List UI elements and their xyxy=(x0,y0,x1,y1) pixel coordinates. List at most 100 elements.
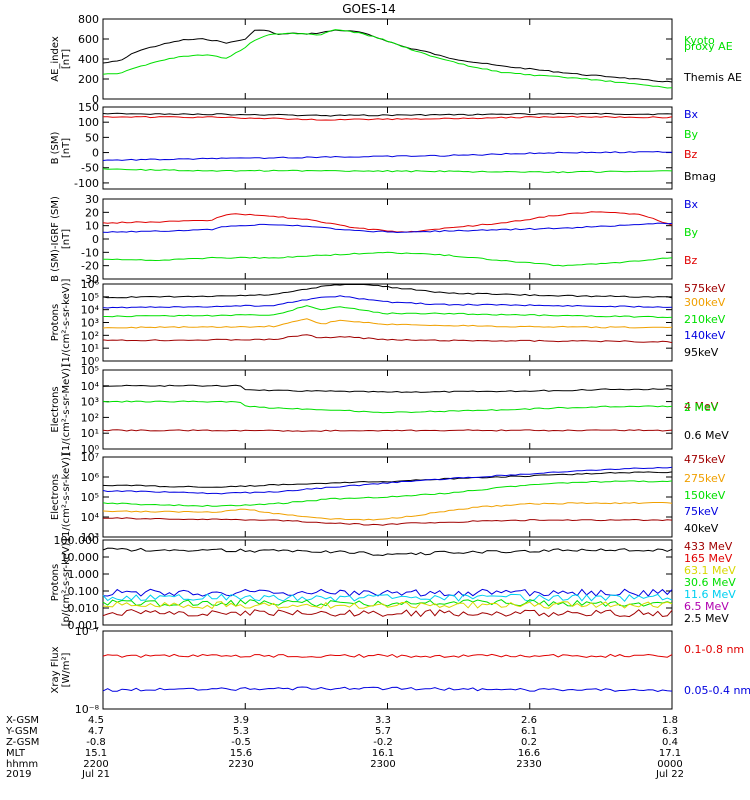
y-tick-label: 10⁻⁷ xyxy=(75,625,99,638)
series-line-40kev xyxy=(102,471,673,488)
y-tick-label: 0.100 xyxy=(68,585,100,598)
y-tick-label: 10⁴ xyxy=(81,380,100,393)
y-axis-label-line2: [1/(cm²-s-sr-keV)] xyxy=(61,279,72,367)
series-line-bmag xyxy=(102,112,673,117)
legend-label: 2 MeV xyxy=(684,401,719,414)
time-row-value: -0.2 xyxy=(373,737,393,748)
series-line-210kev xyxy=(103,305,673,319)
y-tick-label: 50 xyxy=(85,131,99,144)
y-axis-label-line1: B (SM)-IGRF (SM) xyxy=(50,196,61,282)
legend-label: Bmag xyxy=(684,170,716,183)
series-line-0-1-0-8-nm xyxy=(102,653,673,658)
series-line-2-mev xyxy=(102,400,673,414)
y-axis-label: B (SM)[nT] xyxy=(50,131,72,164)
y-tick-label: -100 xyxy=(74,177,99,190)
time-row-value: 16.1 xyxy=(372,748,394,759)
y-tick-label: 10¹ xyxy=(81,342,99,355)
legend-label: 2.5 MeV xyxy=(684,612,729,625)
panel-2: -100 -50 0 50 100 150 B (SM)[nT] Bx By Bz Bmag xyxy=(50,101,716,190)
y-axis-label: Protons[p/(cm²-s-sr-keV)] xyxy=(50,539,72,627)
y-tick-label: 0.010 xyxy=(68,602,100,615)
y-tick-label: 10² xyxy=(81,329,99,342)
series-line-475kev xyxy=(103,517,673,526)
y-axis-label-line2: [nT] xyxy=(61,49,72,69)
y-axis-label-line1: B (SM) xyxy=(50,131,61,164)
legend-label: 0.1-0.8 nm xyxy=(684,643,744,656)
y-axis-label: AE_index[nT] xyxy=(50,36,72,82)
legend-label: 30.6 MeV xyxy=(684,576,736,589)
series-line-0-6-mev xyxy=(102,384,673,393)
legend-label: 210keV xyxy=(684,313,726,326)
time-row-value: 15.1 xyxy=(85,748,107,759)
series-line-bz xyxy=(103,115,673,121)
series-line-95kev xyxy=(102,284,673,299)
series-line-30-6-mev xyxy=(102,599,673,608)
time-row-value: 3.3 xyxy=(375,715,391,726)
series-line-140kev xyxy=(102,295,673,309)
y-axis-label: Xray Flux[W/m²] xyxy=(50,646,72,693)
legend-label: 63.1 MeV xyxy=(684,564,736,577)
series-line-by xyxy=(102,168,673,174)
legend-label: proxy AE xyxy=(684,40,733,53)
time-row-value: 2330 xyxy=(516,759,541,770)
y-axis-label-line1: Protons xyxy=(50,304,61,341)
time-row-label: Z-GSM xyxy=(6,737,39,748)
legend-label: 300keV xyxy=(684,296,726,309)
legend-label: 0.6 MeV xyxy=(684,429,729,442)
y-tick-label: 150 xyxy=(78,101,99,114)
y-tick-label: 10⁵ xyxy=(81,364,99,377)
y-tick-label: 0 xyxy=(92,233,99,246)
y-tick-label: 10⁶ xyxy=(81,471,100,484)
y-tick-label: 10² xyxy=(81,411,99,424)
y-tick-label: -50 xyxy=(81,162,99,175)
legend-label: Bz xyxy=(684,254,698,267)
series-line-bx xyxy=(102,150,673,161)
y-axis-label-line1: Xray Flux xyxy=(50,646,61,693)
time-row-value: 4.5 xyxy=(88,715,104,726)
legend-label: 6.5 MeV xyxy=(684,600,729,613)
y-tick-label: 10⁴ xyxy=(81,304,100,317)
legend-label: 165 MeV xyxy=(684,552,733,565)
legend-label: Bx xyxy=(684,198,699,211)
series-line-kyoto-proxy-ae xyxy=(102,29,673,89)
panel-frame xyxy=(102,369,673,450)
legend-label: 475keV xyxy=(684,453,726,466)
y-tick-label: 0 xyxy=(92,147,99,160)
y-tick-label: 10¹ xyxy=(81,427,99,440)
legend-label: 75keV xyxy=(684,505,719,518)
legend-label: Themis AE xyxy=(683,71,742,84)
time-row-value: 2.6 xyxy=(521,715,537,726)
time-row-value: 6.3 xyxy=(662,726,678,737)
series-line-4-mev xyxy=(102,429,673,432)
panel-7: 0.0010.0100.1001.00010.000100.000Protons… xyxy=(50,534,736,632)
y-tick-label: -10 xyxy=(81,246,99,259)
y-tick-label: 0 xyxy=(92,93,99,106)
time-row-value: 3.9 xyxy=(233,715,249,726)
series-line-63-1-mev xyxy=(102,601,673,610)
time-row-value: 2200 xyxy=(83,759,108,770)
y-axis-label-line1: Electrons xyxy=(50,386,61,432)
y-tick-label: 800 xyxy=(78,13,99,26)
y-tick-label: 10⁵ xyxy=(81,291,99,304)
y-tick-label: 0.001 xyxy=(68,619,100,632)
y-tick-label: 10⁰ xyxy=(81,355,100,368)
legend-label: Bx xyxy=(684,108,699,121)
time-row-value: 2230 xyxy=(228,759,253,770)
series-line-bx xyxy=(102,222,673,234)
series-line-300kev xyxy=(102,318,673,329)
y-tick-label: 1.000 xyxy=(68,568,100,581)
time-row-value: Jul 21 xyxy=(81,769,110,780)
time-row-value: Jul 22 xyxy=(655,769,684,780)
y-tick-label: -30 xyxy=(81,273,99,286)
legend-label: 433 MeV xyxy=(684,540,733,553)
time-row-value: 16.6 xyxy=(518,748,540,759)
y-axis-label-line2: [nT] xyxy=(61,229,72,249)
y-tick-label: -20 xyxy=(81,260,99,273)
y-tick-label: 600 xyxy=(78,33,99,46)
y-tick-label: 20 xyxy=(85,206,99,219)
